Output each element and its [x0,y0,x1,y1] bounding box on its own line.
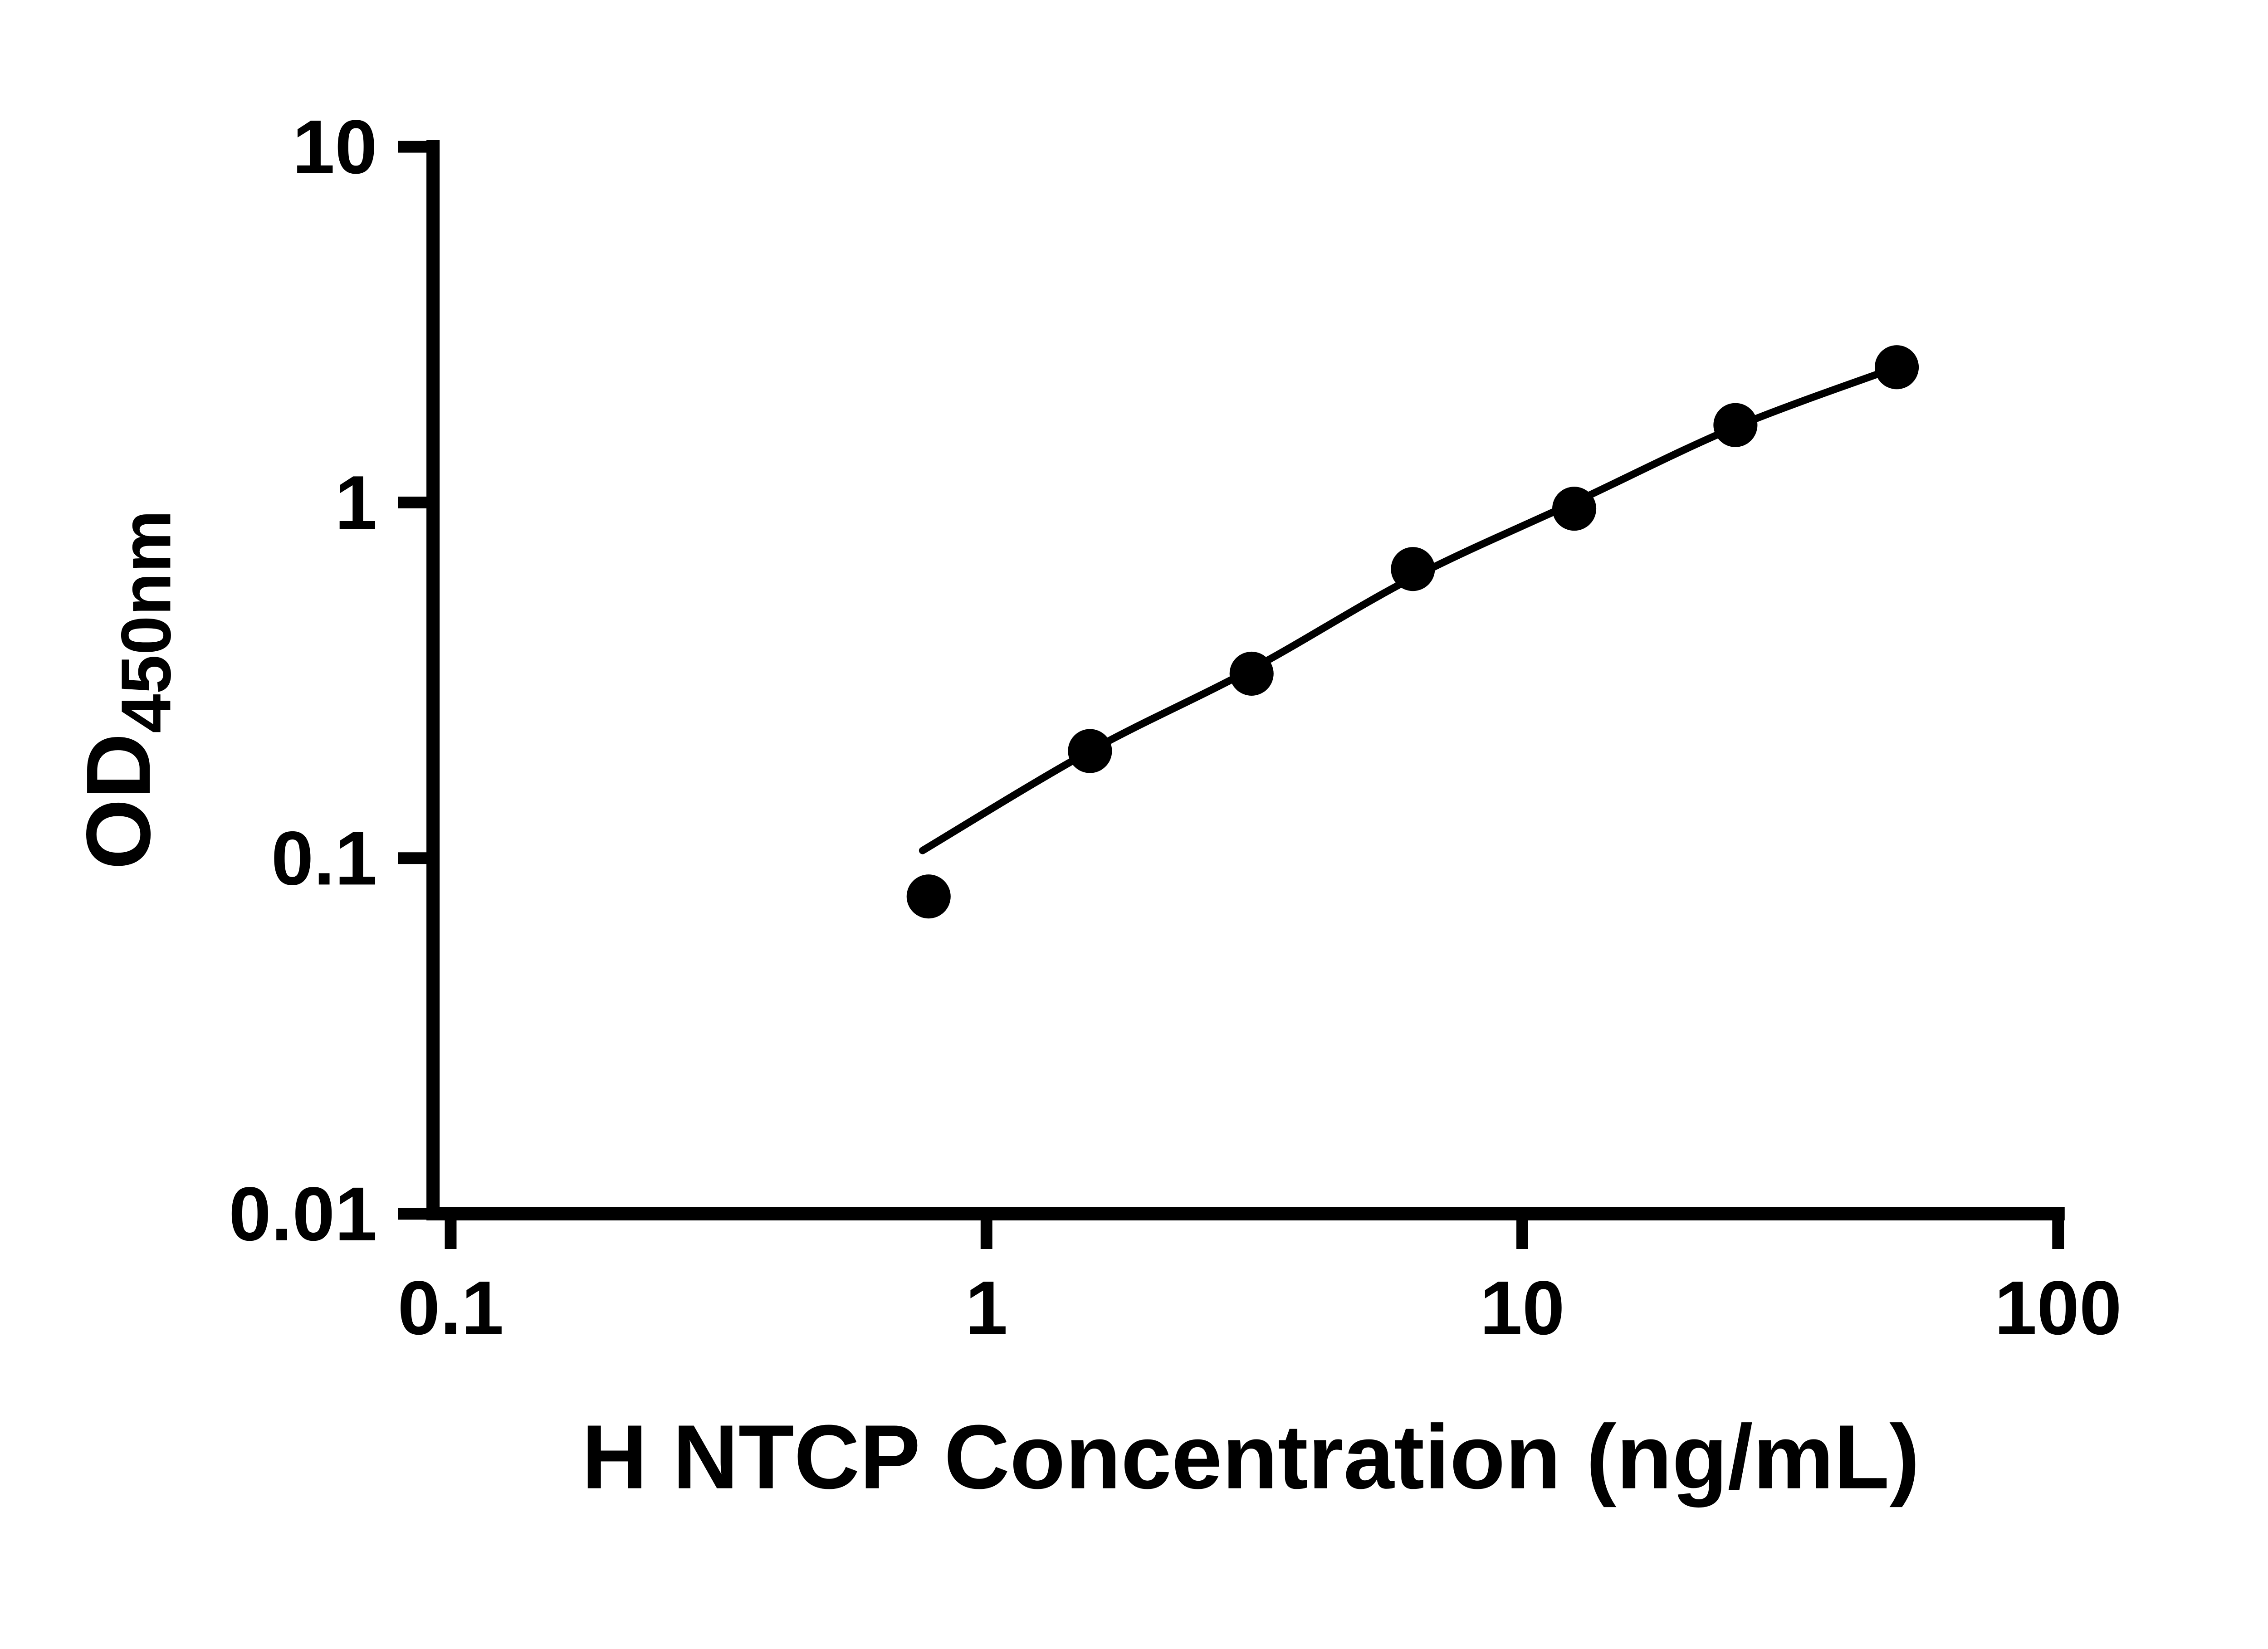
y-tick-label: 10 [293,104,377,190]
y-axis-title: OD450nm [67,510,185,869]
x-tick-label: 0.1 [398,1265,504,1351]
data-point-marker [1875,345,1919,390]
x-axis-title: H NTCP Concentration (ng/mL) [582,1406,1920,1508]
x-tick-label: 100 [1994,1265,2122,1351]
x-tick-label: 1 [965,1265,1008,1351]
data-point-marker [1552,487,1597,531]
standard-curve-chart: 0.1 1 10 100 0.01 0.1 1 10 H NTCP Concentration… [67,104,2122,1508]
data-point-marker [1229,651,1274,696]
data-point-marker [1713,403,1758,447]
y-tick-label: 1 [335,460,377,545]
y-tick-label: 0.01 [229,1171,377,1257]
data-points [906,345,1919,919]
y-tick-label: 0.1 [271,815,377,901]
x-tick-label: 10 [1480,1265,1564,1351]
data-point-marker [1391,547,1435,591]
data-point-marker [906,874,951,919]
data-point-marker [1068,729,1112,773]
